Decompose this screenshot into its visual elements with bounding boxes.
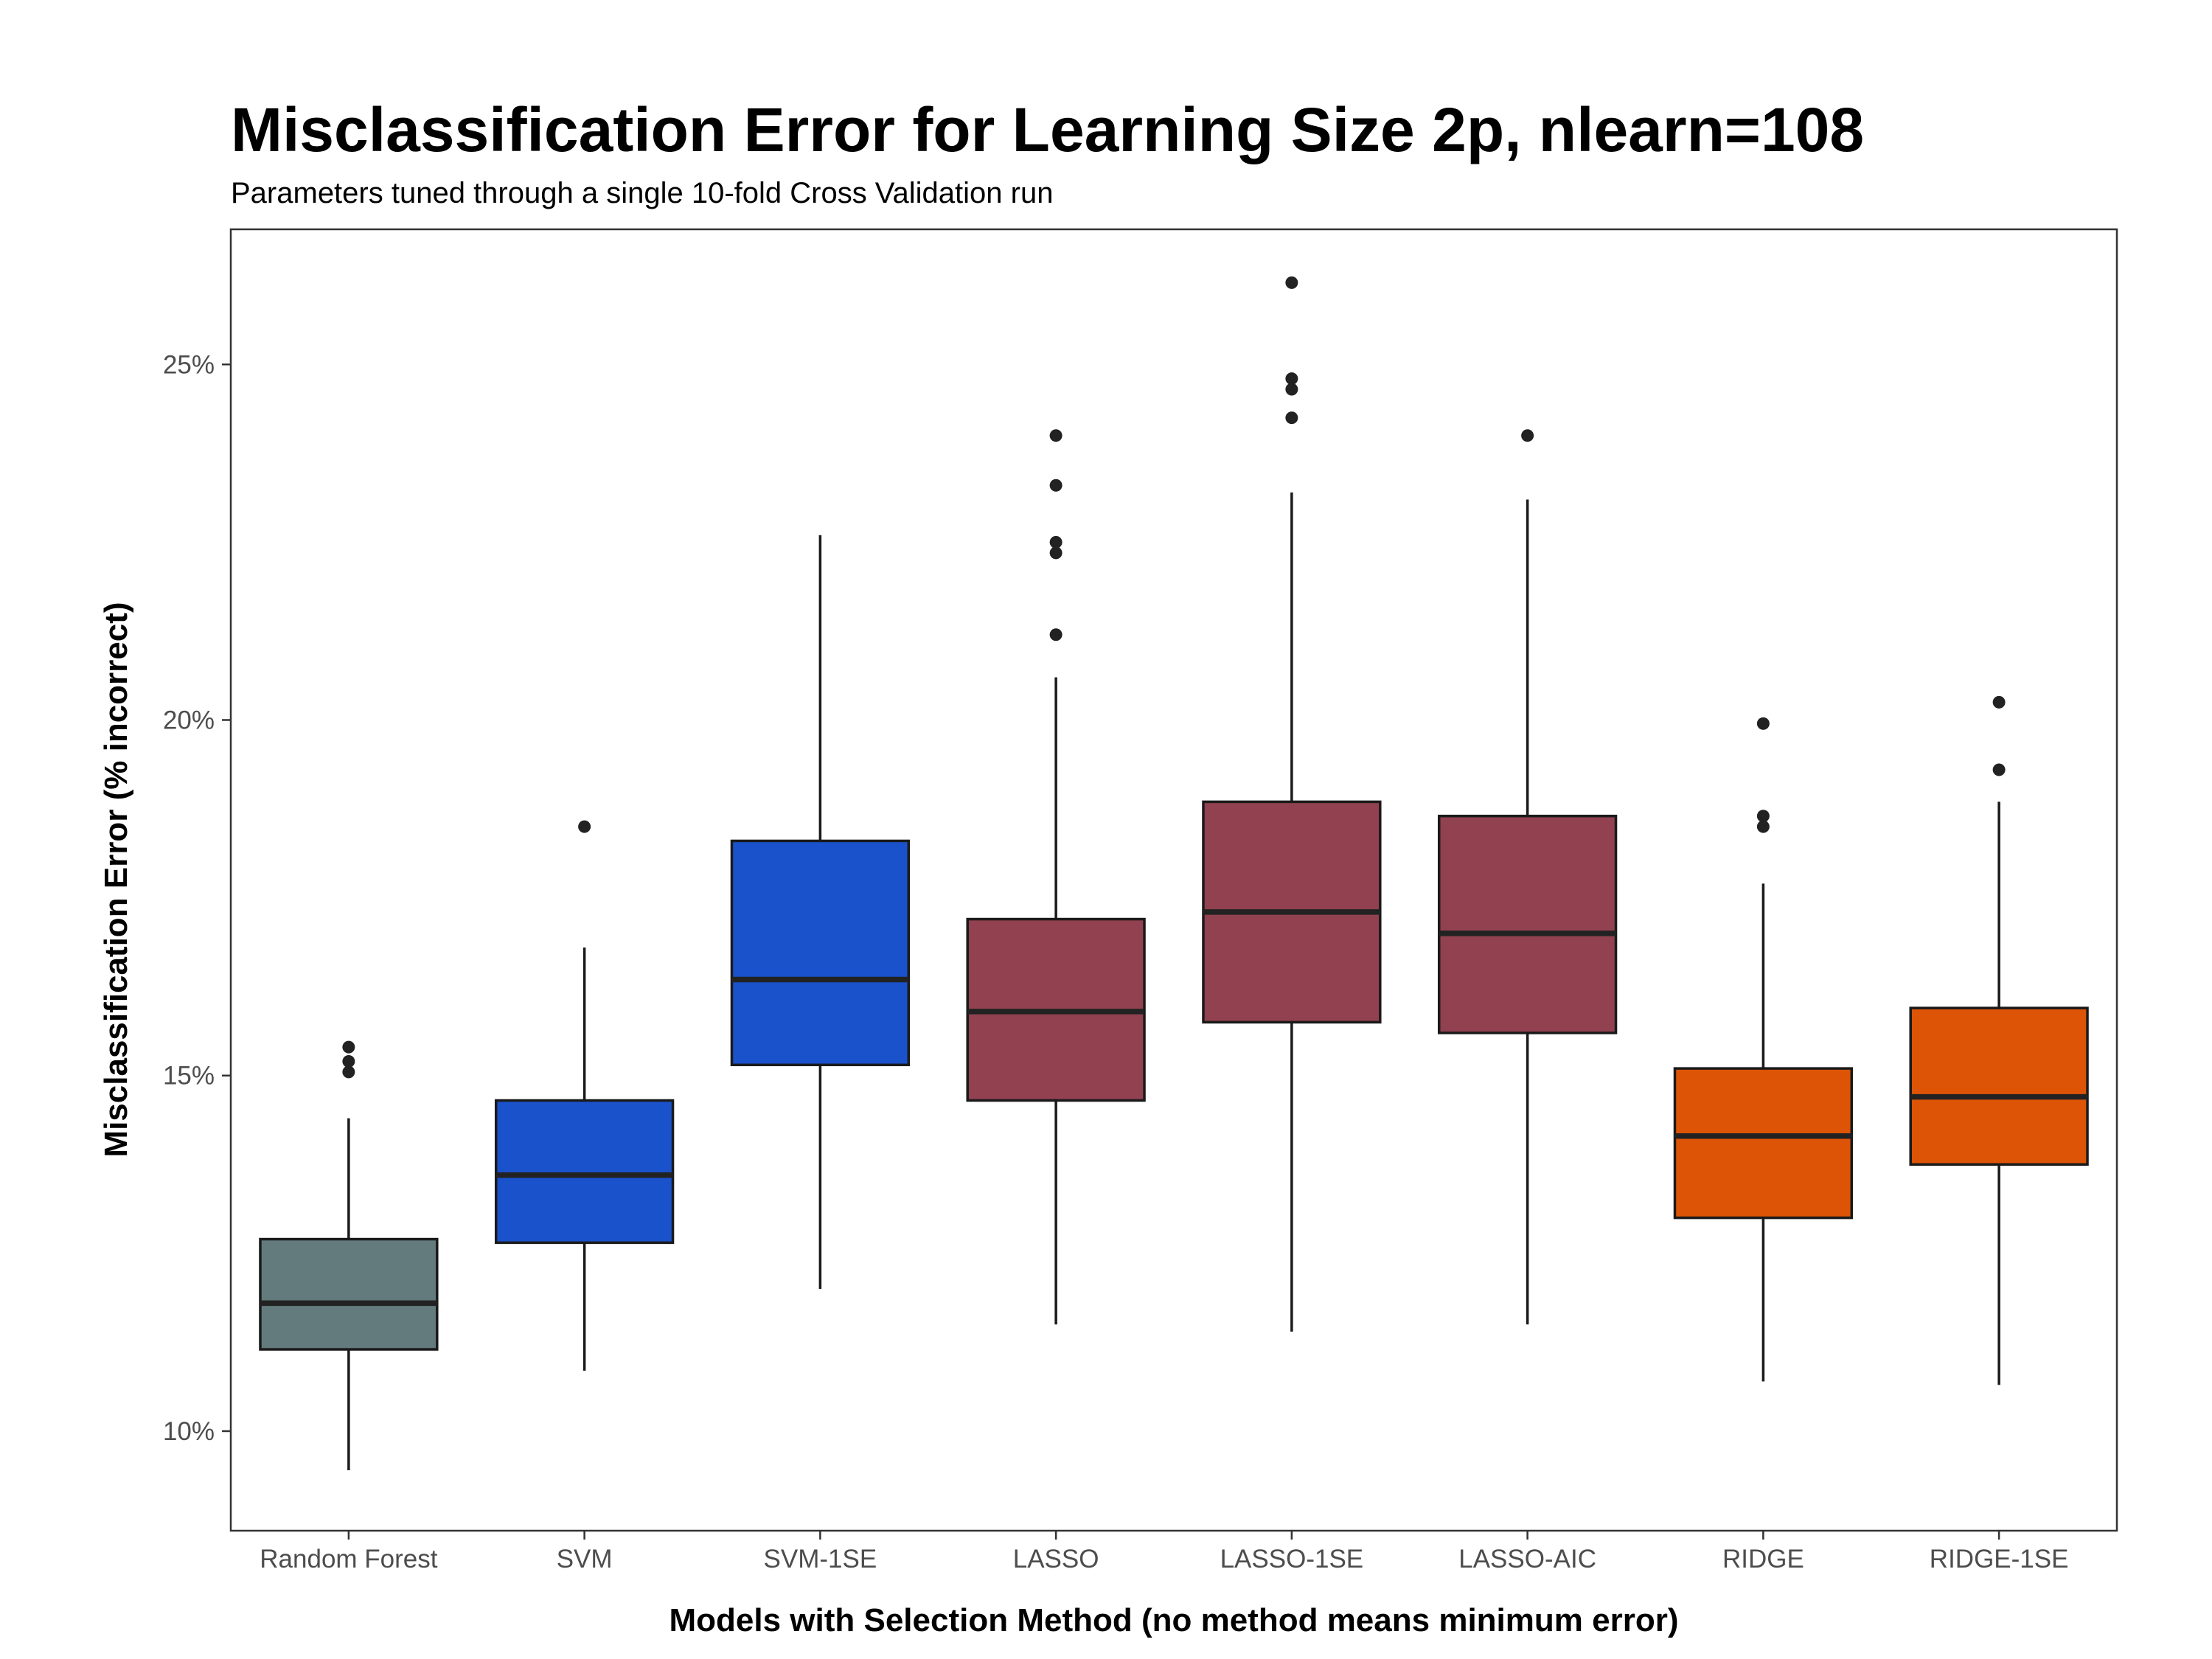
y-axis-title: Misclassification Error (% incorrect) (98, 602, 134, 1157)
outlier-point (1756, 820, 1770, 833)
plot-marks (259, 276, 2089, 1471)
x-tick-label: Random Forest (260, 1545, 437, 1573)
y-tick-label: 20% (163, 706, 215, 734)
x-tick-label: LASSO-1SE (1220, 1545, 1364, 1573)
outlier-point (1049, 479, 1062, 492)
y-tick-label: 10% (163, 1417, 215, 1446)
chart-subtitle: Parameters tuned through a single 10-fol… (231, 177, 1054, 209)
plot-panel-border (229, 228, 2118, 1532)
iqr-box (494, 1099, 675, 1245)
outlier-point (1992, 763, 2006, 776)
x-axis-title: Models with Selection Method (no method … (669, 1602, 1678, 1638)
box-lasso-1se (1202, 276, 1382, 1332)
x-tick-label: LASSO-AIC (1458, 1545, 1596, 1573)
outlier-point (1049, 535, 1062, 549)
box-lasso-aic (1437, 429, 1618, 1325)
box-ridge (1673, 717, 1854, 1382)
y-tick-label: 25% (163, 350, 215, 379)
box-lasso (966, 429, 1146, 1325)
iqr-box (1673, 1067, 1854, 1220)
outlier-point (1756, 810, 1770, 823)
outlier-point (1049, 546, 1062, 560)
box-svm-1se (730, 535, 911, 1290)
y-tick-label: 15% (163, 1062, 215, 1091)
outlier-point (342, 1040, 355, 1054)
outlier-point (342, 1054, 355, 1068)
outlier-point (1285, 372, 1298, 386)
box-svm (494, 820, 675, 1371)
outlier-point (1049, 429, 1062, 442)
outlier-point (1521, 429, 1534, 442)
outlier-point (1285, 276, 1298, 289)
outlier-point (1285, 411, 1298, 425)
iqr-box (1909, 1006, 2089, 1166)
x-tick-label: SVM (557, 1545, 613, 1573)
outlier-point (578, 820, 591, 833)
iqr-box (259, 1237, 439, 1351)
axes: 10% 15% 20% 25% Random Forest SVM SVM-1SE LASSO… (163, 350, 2069, 1573)
outlier-point (1992, 695, 2006, 709)
outlier-point (1285, 383, 1298, 396)
chart-title: Misclassification Error for Learning Siz… (231, 95, 1865, 164)
x-tick-label: RIDGE-1SE (1930, 1545, 2069, 1573)
x-tick-label: LASSO (1013, 1545, 1099, 1573)
x-tick-label: SVM-1SE (764, 1545, 877, 1573)
box-random-forest (259, 1040, 439, 1471)
box-ridge-1se (1909, 695, 2089, 1385)
outlier-point (342, 1065, 355, 1079)
outlier-point (1049, 628, 1062, 641)
outlier-point (1756, 717, 1770, 730)
iqr-box (1437, 814, 1618, 1034)
x-tick-label: RIDGE (1722, 1545, 1804, 1573)
iqr-box (730, 839, 911, 1067)
